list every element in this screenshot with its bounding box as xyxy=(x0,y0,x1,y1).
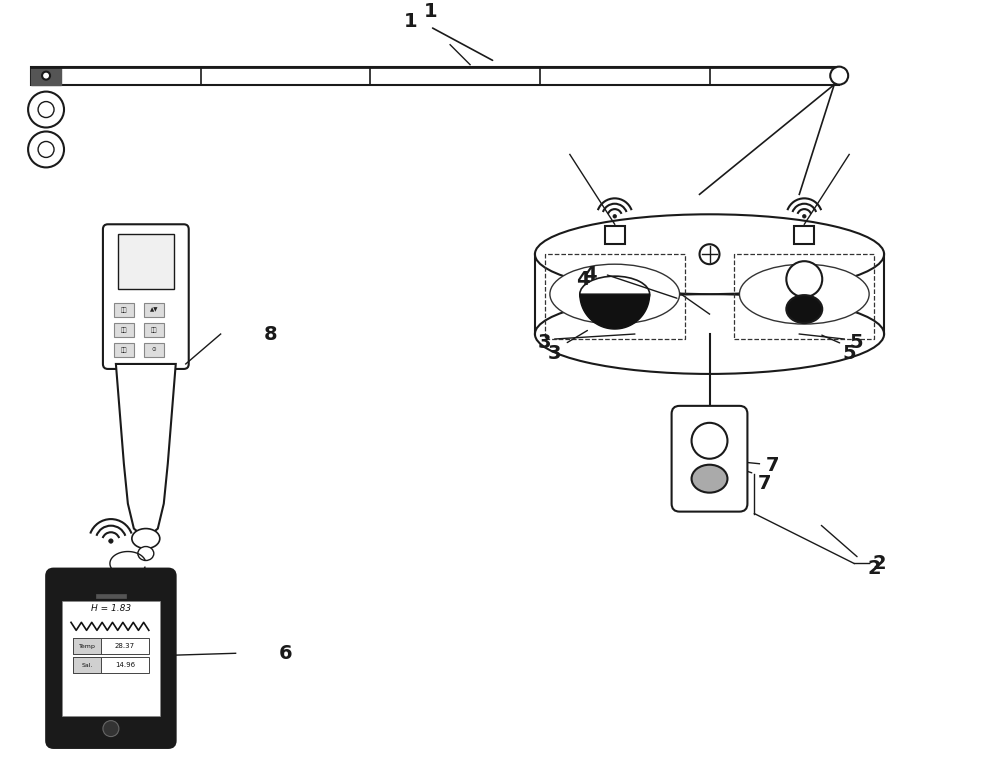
Text: 1: 1 xyxy=(423,2,437,22)
Circle shape xyxy=(28,91,64,128)
Text: ⊙: ⊙ xyxy=(151,348,156,352)
Text: 校准: 校准 xyxy=(121,327,127,333)
Ellipse shape xyxy=(739,264,869,324)
Bar xyxy=(144,323,164,337)
Bar xyxy=(73,657,149,673)
Ellipse shape xyxy=(692,465,727,492)
Text: 记录: 记录 xyxy=(151,327,157,333)
Bar xyxy=(118,234,174,289)
Circle shape xyxy=(109,539,113,543)
Text: 2: 2 xyxy=(867,559,881,578)
Text: 28.37: 28.37 xyxy=(115,643,135,649)
Ellipse shape xyxy=(535,214,884,294)
Bar xyxy=(96,594,126,598)
Text: 3: 3 xyxy=(548,345,562,363)
FancyBboxPatch shape xyxy=(672,406,747,512)
Bar xyxy=(144,343,164,357)
Circle shape xyxy=(42,72,50,80)
Bar xyxy=(144,303,164,317)
Circle shape xyxy=(786,261,822,297)
Bar xyxy=(73,638,149,654)
Bar xyxy=(114,323,134,337)
Bar xyxy=(114,343,134,357)
Text: 设置: 设置 xyxy=(121,308,127,313)
Text: 8: 8 xyxy=(264,325,277,343)
Ellipse shape xyxy=(132,529,160,549)
Bar xyxy=(114,303,134,317)
Circle shape xyxy=(700,244,719,264)
Bar xyxy=(73,657,101,673)
Bar xyxy=(794,226,814,244)
Bar xyxy=(31,66,61,84)
Circle shape xyxy=(38,141,54,158)
Text: 3: 3 xyxy=(538,332,552,352)
Ellipse shape xyxy=(138,547,154,560)
Circle shape xyxy=(613,214,617,218)
Text: 7: 7 xyxy=(766,456,779,475)
Circle shape xyxy=(38,101,54,117)
Text: 4: 4 xyxy=(583,264,597,284)
Text: Sal.: Sal. xyxy=(81,662,93,668)
Text: 5: 5 xyxy=(849,332,863,352)
Text: H = 1.83: H = 1.83 xyxy=(91,604,131,613)
Text: 14.96: 14.96 xyxy=(115,662,135,668)
Bar xyxy=(62,601,160,716)
Circle shape xyxy=(802,214,806,218)
FancyBboxPatch shape xyxy=(103,224,189,369)
Ellipse shape xyxy=(580,276,650,312)
Text: 测量: 测量 xyxy=(121,347,127,352)
Text: 7: 7 xyxy=(758,474,771,493)
Text: Temp: Temp xyxy=(79,644,95,649)
Text: ▲▼: ▲▼ xyxy=(150,308,158,312)
Polygon shape xyxy=(580,294,650,329)
Text: 4: 4 xyxy=(576,270,590,288)
Polygon shape xyxy=(116,364,176,539)
Bar xyxy=(545,254,685,339)
Circle shape xyxy=(103,720,119,737)
Text: 5: 5 xyxy=(842,345,856,363)
Bar xyxy=(734,254,874,339)
Bar xyxy=(73,638,101,654)
Circle shape xyxy=(830,66,848,84)
Bar xyxy=(605,226,625,244)
Ellipse shape xyxy=(550,264,680,324)
Circle shape xyxy=(692,423,727,458)
Text: 1: 1 xyxy=(403,12,417,31)
Text: 2: 2 xyxy=(872,554,886,573)
Circle shape xyxy=(28,131,64,168)
FancyBboxPatch shape xyxy=(47,569,175,747)
Text: 6: 6 xyxy=(279,644,292,662)
Ellipse shape xyxy=(535,294,884,374)
Ellipse shape xyxy=(786,295,822,323)
Bar xyxy=(31,66,839,84)
